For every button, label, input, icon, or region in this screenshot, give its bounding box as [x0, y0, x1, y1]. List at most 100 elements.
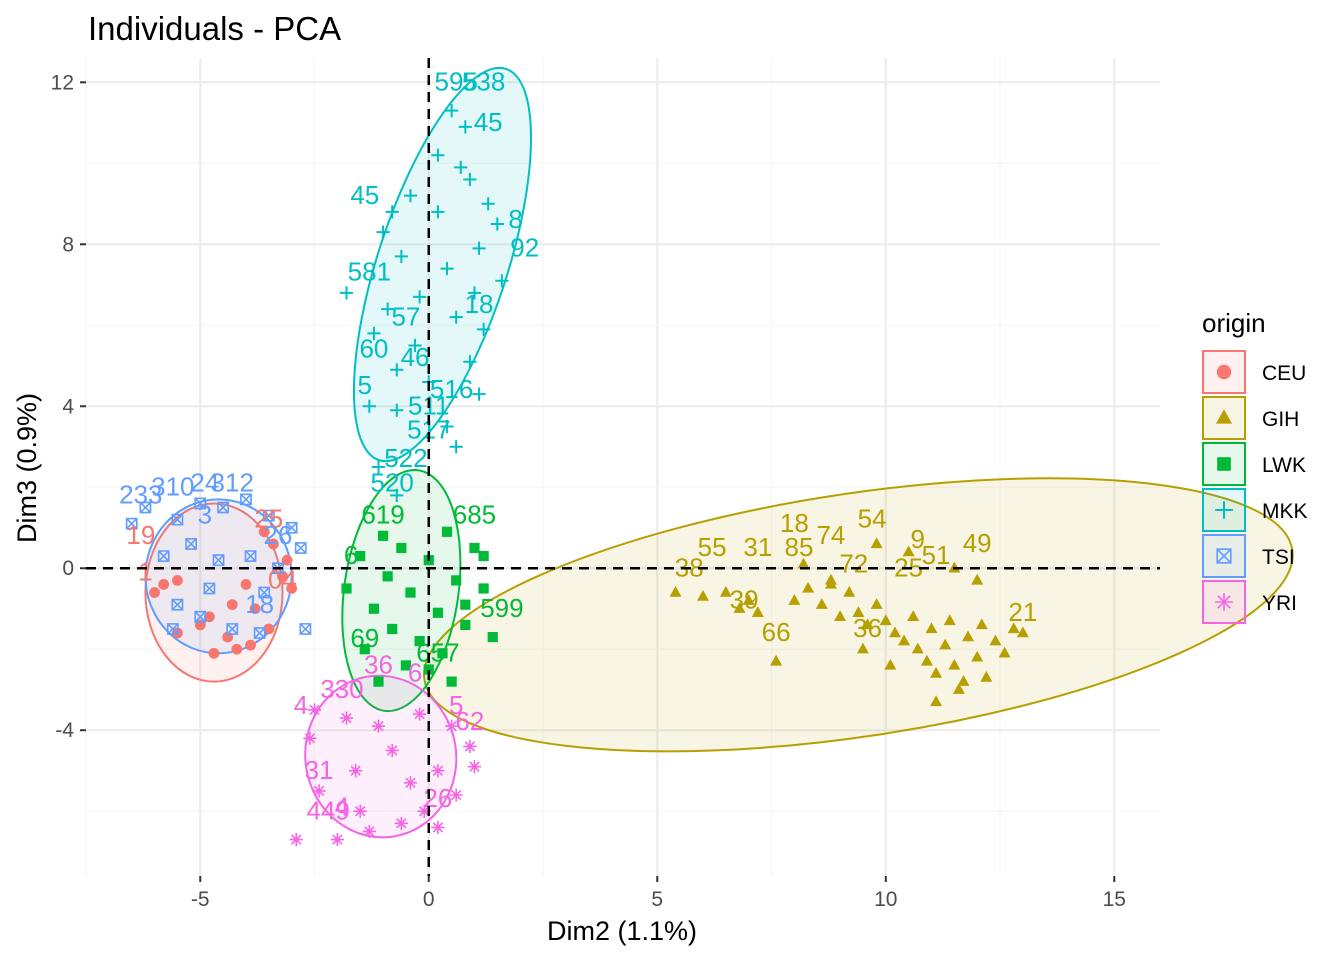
- point-yri: [353, 804, 367, 818]
- point-tsi: [226, 623, 239, 635]
- point-mkk: [390, 403, 404, 417]
- point-ceu: [286, 583, 298, 594]
- point-tsi: [171, 513, 184, 526]
- point-gih: [856, 642, 869, 654]
- point-mkk: [481, 197, 495, 211]
- point-yri: [403, 776, 418, 790]
- point-mkk: [390, 363, 404, 377]
- point-mkk: [445, 104, 459, 118]
- x-tick-label: 5: [651, 888, 663, 911]
- point-gih: [669, 585, 682, 597]
- point-label-mkk: 46: [401, 342, 430, 372]
- point-label-gih: 9: [911, 524, 925, 554]
- point-gih: [943, 614, 956, 626]
- point-label-lwk: 657: [416, 637, 459, 667]
- point-label-mkk: 45: [474, 107, 503, 137]
- point-label-mkk: 538: [462, 66, 505, 96]
- legend-marker-gih: [1216, 409, 1232, 424]
- point-mkk: [440, 419, 454, 434]
- point-ceu: [249, 603, 261, 615]
- point-lwk: [446, 676, 457, 687]
- point-label-ceu: 1: [138, 556, 152, 586]
- point-tsi: [244, 550, 257, 562]
- point-yri: [339, 711, 354, 725]
- point-mkk: [467, 286, 482, 300]
- x-axis-title: Dim2 (1.1%): [547, 916, 697, 946]
- point-mkk: [463, 172, 477, 187]
- point-yri: [417, 804, 431, 818]
- point-lwk: [373, 676, 384, 687]
- point-gih: [911, 642, 924, 654]
- point-mkk: [376, 225, 390, 239]
- point-label-lwk: 599: [480, 593, 523, 623]
- point-mkk: [440, 261, 454, 276]
- point-label-lwk: 69: [350, 623, 379, 653]
- point-tsi: [139, 501, 152, 514]
- y-tick-label: 4: [62, 395, 74, 418]
- point-lwk: [382, 571, 393, 582]
- point-gih: [719, 585, 732, 597]
- point-lwk: [400, 660, 412, 671]
- point-mkk: [477, 322, 491, 336]
- point-label-lwk: 619: [361, 500, 404, 530]
- point-gih: [843, 585, 856, 597]
- point-gih: [802, 581, 815, 593]
- point-tsi: [203, 582, 216, 595]
- point-ceu: [267, 538, 279, 550]
- point-tsi: [294, 542, 307, 554]
- point-gih: [870, 598, 883, 609]
- point-ceu: [158, 579, 170, 590]
- point-gih: [971, 573, 984, 585]
- point-tsi: [285, 521, 298, 534]
- point-label-gih: 49: [963, 528, 992, 558]
- data-points: [125, 104, 1029, 847]
- legend-label-gih: GIH: [1262, 408, 1299, 431]
- point-gih: [948, 658, 961, 670]
- point-label-yri: 62: [455, 706, 484, 736]
- point-label-gih: 51: [922, 540, 951, 570]
- point-label-gih: 85: [784, 532, 813, 562]
- point-label-tsi: 3: [198, 500, 212, 530]
- point-tsi: [212, 554, 225, 567]
- point-yri: [312, 784, 326, 798]
- point-label-yri: 4: [335, 791, 349, 821]
- point-label-tsi: 26: [263, 520, 292, 550]
- point-gih: [870, 537, 883, 549]
- point-gih: [962, 630, 975, 642]
- point-label-tsi: 18: [245, 589, 274, 619]
- point-ceu: [208, 647, 220, 659]
- point-tsi: [185, 538, 198, 550]
- point-label-yri: 6: [408, 658, 422, 688]
- point-label-mkk: 5: [358, 370, 372, 400]
- point-label-mkk: 45: [350, 180, 379, 210]
- point-ceu: [240, 579, 252, 590]
- point-yri: [463, 739, 477, 754]
- point-lwk: [469, 542, 480, 554]
- point-gih: [733, 602, 746, 613]
- point-gih: [920, 654, 933, 666]
- point-lwk: [341, 583, 352, 594]
- point-label-mkk: 581: [348, 257, 391, 287]
- point-mkk: [431, 205, 445, 219]
- point-gih: [898, 634, 911, 646]
- point-yri: [349, 764, 363, 778]
- legend-marker-lwk: [1217, 457, 1231, 471]
- point-label-tsi: 310: [151, 471, 194, 501]
- point-lwk: [387, 623, 398, 635]
- point-mkk: [371, 460, 386, 474]
- point-label-mkk: 595: [434, 66, 477, 96]
- point-label-ceu: 25: [254, 504, 283, 534]
- legend-label-mkk: MKK: [1262, 500, 1308, 523]
- legend-title: origin: [1202, 308, 1266, 338]
- y-tick-label: -4: [55, 719, 74, 742]
- point-lwk: [437, 648, 448, 659]
- y-tick-label: 0: [62, 557, 74, 580]
- legend-label-lwk: LWK: [1262, 454, 1306, 477]
- point-gih: [797, 557, 810, 569]
- point-label-yri: 4: [294, 690, 308, 720]
- point-yri: [431, 820, 445, 835]
- point-label-yri: 330: [320, 674, 363, 704]
- point-label-gih: 39: [730, 585, 759, 615]
